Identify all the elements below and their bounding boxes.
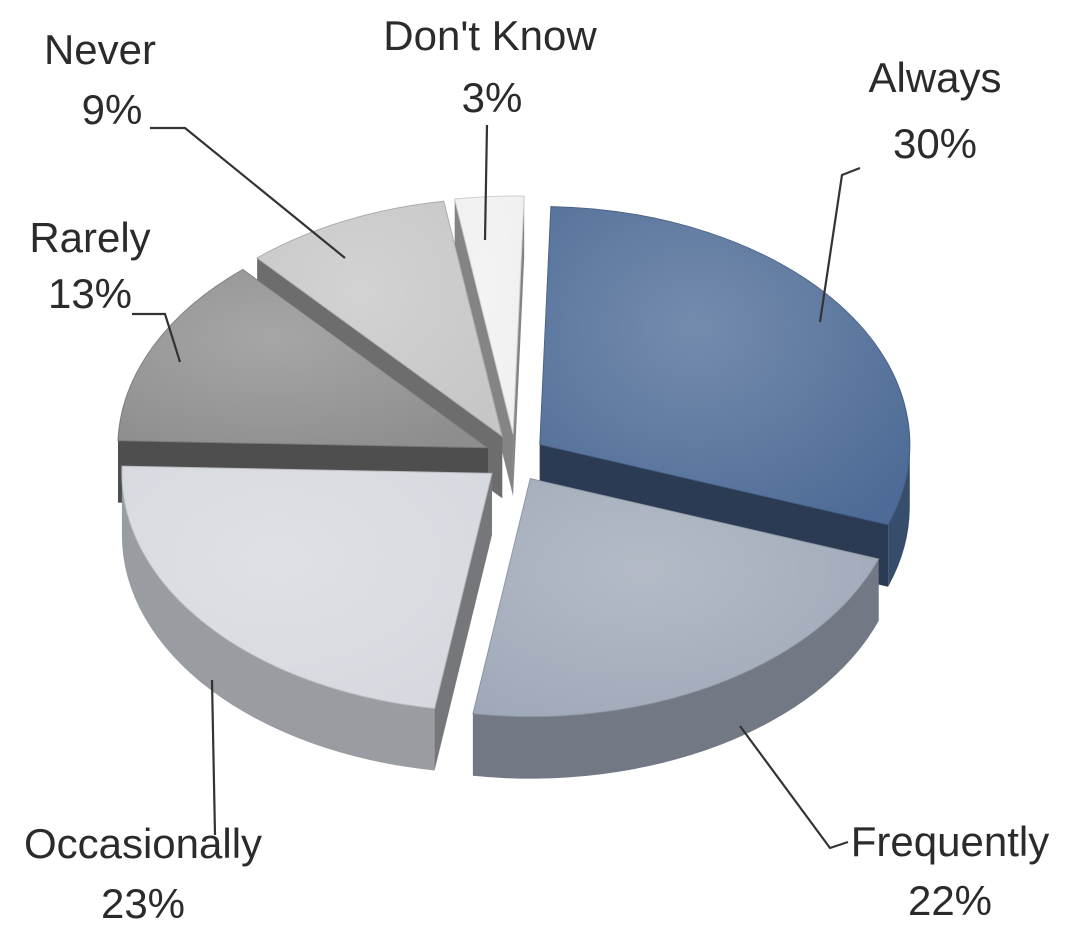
slice-label-occasionally-percent: 23% [101,880,185,927]
pie-slice-occasionally-side [121,473,435,771]
slice-label-rarely-name: Rarely [29,214,150,261]
leader-line-occasionally [210,679,217,836]
slice-label-always-percent: 30% [893,120,977,167]
slice-label-dont-know-percent: 3% [462,74,523,121]
pie-slice-always-side [888,444,910,587]
pie-slice-occasionally-wall-start [434,473,492,771]
pie-slice-occasionally-sheen [121,466,492,709]
pie-slice-rarely [117,268,490,510]
pie-slice-frequently-side [472,558,879,779]
leader-line-rarely [132,312,182,363]
pie-slice-don-t-know-wall-end [513,196,525,497]
slice-label-rarely-percent: 13% [48,270,132,317]
leader-line-don-t-know [483,124,489,241]
slice-label-never-percent: 9% [82,86,143,133]
pie-slice-frequently [472,478,880,779]
slice-label-occasionally-name: Occasionally [24,820,262,867]
pie-slice-never-sheen [257,201,503,437]
pie-slice-always-sheen [539,206,910,525]
slice-label-never-name: Never [44,26,156,73]
pie-slice-frequently-sheen [472,478,879,717]
slice-label-dont-know-name: Don't Know [383,12,597,59]
slice-label-always-name: Always [868,54,1001,101]
leader-line-frequently [739,725,849,850]
slice-label-frequently-percent: 22% [908,877,992,924]
leader-line-always [818,166,861,323]
leader-line-never [150,126,346,259]
pie-slice-don-t-know-sheen [454,196,525,435]
pie-slice-rarely-sheen [118,269,488,448]
pie-slice-occasionally [121,465,493,771]
slice-label-frequently-name: Frequently [851,818,1049,865]
